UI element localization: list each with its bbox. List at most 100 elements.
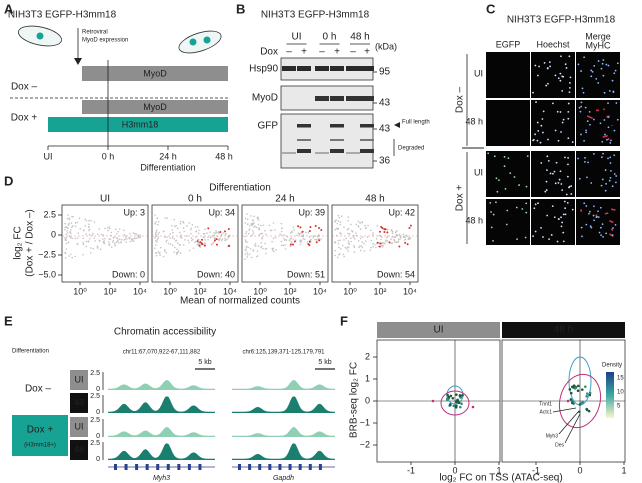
ma-point	[357, 220, 360, 222]
band	[297, 149, 311, 153]
time-box	[70, 417, 88, 437]
nucleus	[605, 232, 608, 235]
nucleus	[564, 207, 567, 210]
nucleus	[603, 91, 606, 94]
ma-point	[299, 243, 302, 245]
gene-point	[461, 393, 464, 397]
leader	[564, 413, 581, 444]
ma-point	[102, 241, 105, 244]
nucleus	[607, 116, 610, 119]
nucleus	[561, 89, 564, 92]
exon	[166, 464, 170, 470]
ma-point	[283, 234, 286, 236]
ma-point	[190, 232, 192, 235]
ma-point	[92, 232, 94, 235]
ma-point	[206, 232, 208, 234]
coverage-track	[108, 379, 215, 390]
ma-point	[256, 250, 259, 252]
exon	[248, 464, 252, 470]
ma-point	[337, 239, 340, 242]
ma-point	[254, 245, 257, 247]
ma-point	[347, 250, 349, 252]
ma-point	[260, 224, 262, 227]
ma-point	[93, 237, 95, 240]
nucleus	[615, 175, 618, 177]
ma-point	[67, 241, 70, 244]
ma-point	[215, 230, 217, 232]
ma-point	[211, 242, 214, 245]
ma-point	[270, 229, 273, 232]
ma-point	[79, 227, 82, 230]
ma-point	[344, 246, 347, 249]
de-point	[404, 241, 407, 244]
gene-point	[571, 401, 574, 405]
ma-point	[289, 232, 292, 234]
ma-point	[108, 241, 110, 243]
nucleus	[570, 185, 573, 187]
nucleus	[602, 74, 605, 77]
ma-point	[157, 233, 159, 235]
ma-point	[68, 218, 71, 221]
ma-point	[179, 222, 182, 225]
ma-point	[320, 238, 322, 240]
nucleus	[595, 78, 598, 80]
micrograph	[486, 199, 530, 245]
ma-point	[156, 217, 159, 219]
group-box	[12, 415, 68, 456]
de-point	[318, 239, 321, 242]
band	[360, 124, 374, 128]
nucleus	[583, 202, 586, 205]
label: 2.5	[90, 370, 100, 377]
panel-label: C	[486, 1, 496, 16]
nucleus	[503, 165, 506, 168]
ma-point	[71, 237, 73, 240]
ma-point	[72, 224, 74, 227]
ma-point	[347, 216, 350, 218]
ma-point	[402, 233, 405, 236]
de-point	[378, 245, 381, 248]
nucleus	[611, 185, 614, 188]
label: 1	[365, 373, 370, 383]
ma-point	[71, 215, 73, 218]
ma-point	[272, 237, 275, 240]
nucleus	[593, 219, 596, 222]
label: 36	[379, 156, 391, 167]
nucleus	[613, 154, 616, 157]
label: BRB-seq log₂ FC	[349, 362, 360, 438]
nucleus	[518, 184, 520, 186]
de-point	[384, 228, 387, 231]
label: GFP	[257, 121, 278, 132]
de-point	[213, 239, 216, 242]
label: Retroviral	[82, 30, 108, 36]
ma-point	[222, 232, 225, 234]
ma-point	[213, 236, 216, 239]
ma-point	[90, 219, 92, 222]
band	[360, 139, 374, 141]
label: UI	[75, 374, 84, 384]
ma-point	[336, 222, 339, 225]
ma-point	[353, 246, 356, 248]
ma-point	[257, 217, 259, 220]
ma-point	[163, 250, 166, 253]
nucleus	[504, 188, 507, 190]
ma-point	[117, 241, 120, 244]
nucleus	[599, 122, 602, 125]
nucleus	[613, 72, 616, 75]
ma-point	[87, 240, 90, 243]
nucleus	[607, 102, 609, 104]
nucleus	[560, 183, 563, 185]
nucleus	[603, 119, 606, 121]
de-point	[219, 230, 222, 233]
ma-point	[334, 228, 337, 231]
label: 48 h	[365, 194, 384, 205]
ma-point	[213, 234, 216, 236]
nucleus	[581, 87, 584, 90]
ma-point	[190, 237, 193, 239]
ma-point	[90, 252, 92, 254]
ma-point	[77, 232, 80, 234]
de-point	[196, 240, 199, 243]
nucleus	[607, 157, 609, 160]
nucleus	[553, 216, 556, 219]
ma-point	[98, 239, 101, 242]
nucleus	[567, 163, 569, 166]
